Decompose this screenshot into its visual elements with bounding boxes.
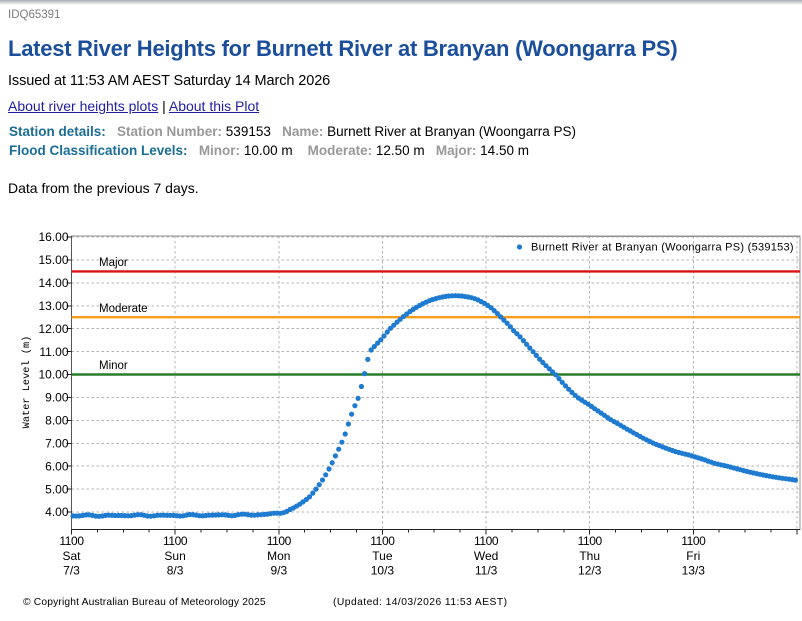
svg-text:Mon: Mon — [267, 549, 290, 563]
svg-text:1100: 1100 — [681, 534, 706, 548]
svg-text:15.00: 15.00 — [38, 253, 68, 267]
svg-text:7.00: 7.00 — [45, 437, 69, 451]
svg-text:12.00: 12.00 — [38, 322, 68, 336]
svg-text:1100: 1100 — [267, 534, 292, 548]
svg-text:Water Level (m): Water Level (m) — [21, 336, 33, 429]
svg-text:Wed: Wed — [474, 549, 498, 563]
svg-text:11.00: 11.00 — [39, 345, 68, 359]
svg-text:Major: Major — [99, 257, 128, 269]
svg-text:Thu: Thu — [579, 549, 600, 563]
svg-text:10.00: 10.00 — [38, 368, 68, 382]
svg-text:8/3: 8/3 — [167, 564, 184, 578]
svg-text:13/3: 13/3 — [682, 564, 706, 578]
svg-text:1100: 1100 — [163, 534, 188, 548]
svg-text:13.00: 13.00 — [38, 299, 68, 313]
svg-text:Moderate: Moderate — [99, 303, 148, 315]
svg-text:10/3: 10/3 — [371, 564, 395, 578]
svg-text:(Updated: 14/03/2026 11:53 AES: (Updated: 14/03/2026 11:53 AEST) — [333, 597, 508, 608]
svg-text:9/3: 9/3 — [270, 564, 287, 578]
svg-text:Tue: Tue — [372, 549, 393, 563]
svg-text:Sun: Sun — [164, 549, 185, 563]
svg-text:Minor: Minor — [99, 360, 128, 372]
svg-text:8.00: 8.00 — [45, 414, 69, 428]
svg-text:11/3: 11/3 — [475, 564, 498, 578]
svg-text:6.00: 6.00 — [45, 459, 69, 473]
svg-text:1100: 1100 — [578, 534, 603, 548]
svg-text:9.00: 9.00 — [45, 391, 69, 405]
svg-text:Sat: Sat — [62, 549, 81, 563]
svg-text:16.00: 16.00 — [38, 230, 68, 244]
svg-text:4.00: 4.00 — [45, 505, 69, 519]
svg-text:1100: 1100 — [59, 534, 84, 548]
svg-text:12/3: 12/3 — [578, 564, 602, 578]
svg-text:Fri: Fri — [686, 549, 700, 563]
svg-text:14.00: 14.00 — [38, 276, 68, 290]
svg-text:© Copyright Australian Bureau: © Copyright Australian Bureau of Meteoro… — [23, 597, 266, 608]
svg-text:7/3: 7/3 — [63, 564, 80, 578]
svg-text:5.00: 5.00 — [45, 482, 69, 496]
svg-text:Burnett River at Branyan (Woon: Burnett River at Branyan (Woongarra PS) … — [531, 242, 794, 254]
svg-text:1100: 1100 — [474, 534, 499, 548]
svg-text:1100: 1100 — [370, 534, 395, 548]
